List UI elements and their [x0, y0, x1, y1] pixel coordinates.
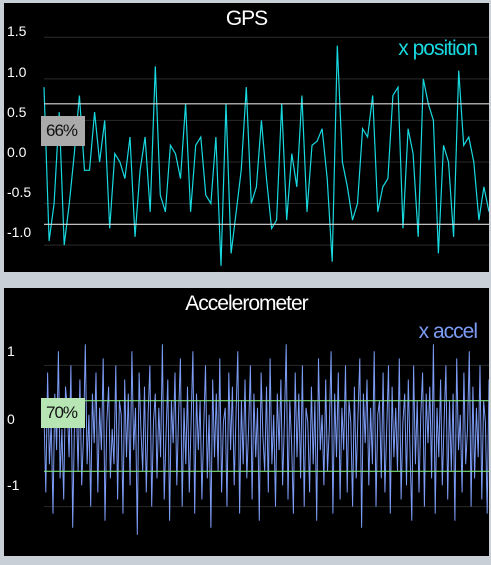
gps-legend: x position — [398, 37, 478, 60]
series-line — [43, 45, 489, 266]
series-line — [43, 344, 489, 535]
gps-y-tick: 0.0 — [7, 144, 27, 160]
gps-chart-panel: GPS x position 1.5 1.0 0.5 0.0 -0.5 -1.0… — [4, 3, 489, 272]
accel-chart — [43, 344, 489, 535]
accel-y-tick: -1 — [7, 477, 20, 493]
accel-y-tick: 1 — [7, 343, 15, 359]
gps-title: GPS — [225, 7, 268, 30]
gps-y-tick: -0.5 — [7, 184, 32, 200]
gps-percent-badge[interactable]: 66% — [41, 116, 85, 146]
gps-y-tick: 1.5 — [7, 23, 27, 39]
gps-y-tick: 1.0 — [7, 64, 27, 80]
gps-y-tick: -1.0 — [7, 224, 32, 240]
accel-legend: x accel — [418, 320, 478, 343]
accel-title: Accelerometer — [185, 292, 308, 315]
gps-chart — [43, 36, 489, 266]
gps-y-tick: 0.5 — [7, 104, 27, 120]
accel-y-tick: 0 — [7, 411, 15, 427]
accel-percent-badge[interactable]: 70% — [41, 398, 85, 428]
accel-chart-panel: Accelerometer x accel 1 0 -1 70% — [4, 288, 489, 556]
